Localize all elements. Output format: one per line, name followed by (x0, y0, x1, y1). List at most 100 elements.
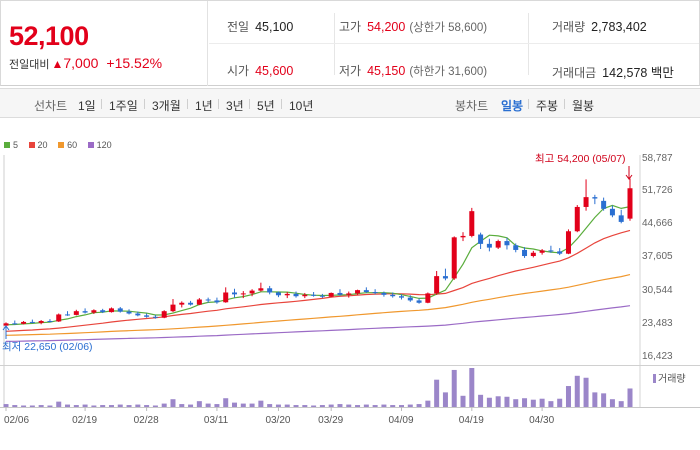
candle-body (188, 302, 194, 305)
period-3y[interactable]: 3년 (226, 99, 244, 113)
legend-swatch (87, 142, 94, 148)
trade-value: 142,578 백만 (602, 66, 674, 80)
volume-bar (56, 401, 62, 407)
volume-bar (284, 404, 290, 407)
volume-bar (29, 405, 35, 407)
volume-bar (557, 398, 563, 407)
volume-bar (21, 405, 27, 407)
volume-bar (205, 403, 211, 407)
candle-body (21, 321, 27, 324)
high-label: 고가 (339, 20, 362, 34)
candle-body (618, 215, 624, 222)
low-label: 저가 (339, 64, 362, 78)
legend-swatch (58, 142, 65, 148)
candle-body (592, 197, 598, 199)
candle-body (293, 293, 299, 297)
legend-ma5: 5 (4, 140, 18, 150)
prev-close-value: 45,100 (255, 20, 294, 34)
candle-body (232, 292, 238, 295)
volume-bar (126, 405, 132, 407)
volume-bar (302, 405, 308, 407)
volume-bar (152, 405, 158, 407)
period-10y[interactable]: 10년 (289, 99, 314, 113)
volume-bar (592, 392, 598, 407)
volume-bar (363, 404, 369, 407)
candle-body (214, 300, 220, 303)
volume-bar (601, 393, 607, 407)
period-1y[interactable]: 1년 (195, 99, 213, 113)
period-3m[interactable]: 3개월 (152, 99, 181, 113)
volume-bar (355, 405, 361, 407)
x-tick-label: 03/29 (318, 415, 343, 426)
volume-bar (328, 404, 334, 407)
volume-bar (416, 404, 422, 407)
volume-bar (451, 369, 457, 407)
x-tick-label: 04/19 (459, 415, 484, 426)
chart-grid (0, 155, 700, 408)
candle-body (302, 294, 308, 297)
volume-bar (38, 405, 44, 407)
candle-body (469, 211, 475, 236)
volume-bar (609, 399, 615, 407)
candle-body (513, 245, 519, 250)
candle-monthly[interactable]: 월봉 (572, 99, 595, 113)
volume-bar (486, 397, 492, 407)
candle-daily[interactable]: 일봉 (501, 99, 524, 113)
candle-weekly[interactable]: 주봉 (536, 99, 559, 113)
y-tick-label: 37,605 (642, 251, 673, 262)
toolbar-separator (101, 99, 102, 109)
candle-body (609, 208, 615, 216)
volume-bar (583, 377, 589, 407)
candle-body (284, 293, 290, 296)
period-1w[interactable]: 1주일 (109, 99, 138, 113)
legend-label: 120 (96, 140, 112, 150)
volume-bar (337, 404, 343, 407)
candles (3, 178, 633, 326)
volume-bar (513, 399, 519, 407)
candle-body (460, 235, 466, 238)
volume-bar (240, 403, 246, 407)
volume-value: 2,783,402 (591, 20, 647, 34)
volume-bar (82, 404, 88, 407)
y-tick-label: 44,666 (642, 218, 673, 229)
x-tick-label: 04/09 (388, 415, 413, 426)
candle-body (179, 302, 185, 305)
volume-bar (574, 375, 580, 407)
trade-value-label: 거래대금 (552, 66, 597, 80)
legend-swatch (4, 142, 10, 148)
ma-legend: 5 20 60 120 (4, 140, 120, 150)
change-caption: 전일대비 (9, 59, 50, 71)
candle-body (275, 292, 281, 296)
line-chart-label: 선차트 (34, 99, 68, 113)
candle-body (3, 323, 9, 326)
candle-body (126, 311, 132, 314)
period-5y[interactable]: 5년 (257, 99, 275, 113)
open-label: 시가 (227, 64, 250, 78)
volume-bar (275, 404, 281, 407)
x-tick-label: 02/19 (72, 415, 97, 426)
volume-legend-swatch (653, 374, 656, 383)
candle-body (311, 294, 317, 296)
trade-value-stat: 거래대금 142,578 백만 (552, 62, 674, 81)
candle-body (504, 241, 510, 246)
volume-bar (407, 404, 413, 407)
stock-summary: 52,100 전일대비 ▲7,000 +15.52% 전일 45,100 고가 54,2… (0, 0, 700, 86)
period-1d[interactable]: 1일 (78, 99, 96, 113)
candle-body (486, 243, 492, 248)
candle-body (38, 320, 44, 323)
volume-bar (108, 405, 114, 407)
candle-body (434, 276, 440, 294)
moving-averages (5, 204, 631, 342)
volume-bar (398, 405, 404, 407)
volume-bar (144, 405, 150, 407)
volume-bar (319, 405, 325, 407)
prev-close-stat: 전일 45,100 (227, 18, 293, 35)
low-annotation: 최저 22,650 (02/06) (2, 341, 93, 353)
candle-body (82, 311, 88, 313)
volume-bar (214, 404, 220, 407)
change-rate: +15.52% (106, 55, 163, 71)
legend-swatch (28, 142, 35, 148)
candle-body (223, 292, 229, 303)
x-tick-label: 03/11 (204, 415, 229, 426)
